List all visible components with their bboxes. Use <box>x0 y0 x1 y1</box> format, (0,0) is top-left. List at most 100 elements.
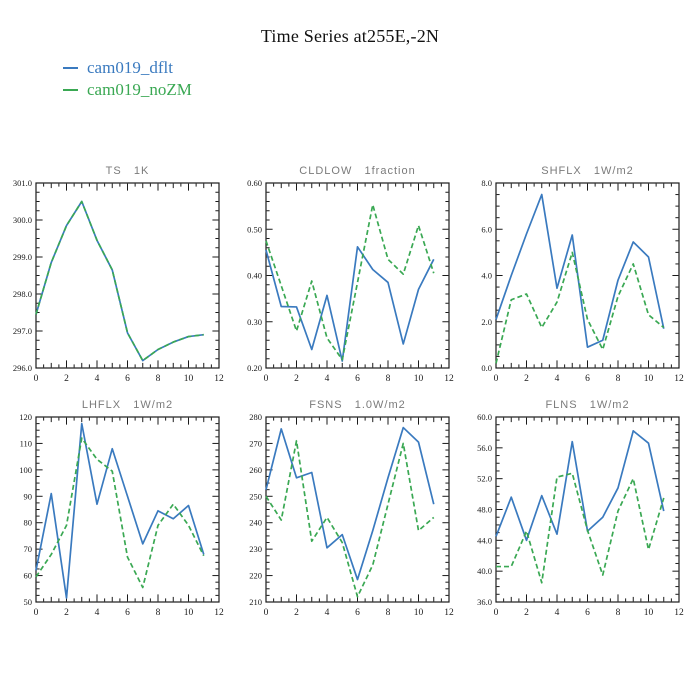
chart-flns: FLNS 1W/m2 0 2 4 6 8 10 12 36.0 40.0 44.0 48.0 52.0 5… <box>477 399 684 618</box>
svg-text:2: 2 <box>64 374 69 384</box>
series-cam019_noZM-line <box>265 439 435 598</box>
series-cam019_dflt-line <box>265 426 435 581</box>
plot-frame <box>35 416 220 603</box>
svg-text:4: 4 <box>95 374 100 384</box>
svg-text:8: 8 <box>156 374 161 384</box>
axis-ticks <box>495 416 680 603</box>
svg-text:48.0: 48.0 <box>477 505 492 515</box>
svg-text:8: 8 <box>156 608 161 618</box>
svg-text:12: 12 <box>444 374 454 384</box>
series-cam019_noZM-line <box>35 437 205 589</box>
series-cam019_dflt-line <box>495 430 665 542</box>
subplot-title: TS 1K <box>106 165 150 177</box>
svg-text:0.30: 0.30 <box>247 317 262 327</box>
plot-frame <box>265 416 450 603</box>
svg-text:6: 6 <box>585 374 590 384</box>
page-title: Time Series at255E,-2N <box>260 26 440 46</box>
svg-text:60: 60 <box>24 571 33 581</box>
chart-lhflx: LHFLX 1W/m2 0 2 4 6 8 10 12 50 60 70 80 90 100 110 120 <box>19 399 224 618</box>
svg-text:12: 12 <box>674 608 684 618</box>
svg-text:220: 220 <box>249 571 262 581</box>
svg-text:301.0: 301.0 <box>13 178 32 188</box>
svg-text:2.0: 2.0 <box>481 317 492 327</box>
axis-ticks <box>495 182 680 369</box>
chart-fsns: FSNS 1.0W/m2 0 2 4 6 8 10 12 210 220 230 240 250 260 2… <box>249 399 454 618</box>
svg-text:2: 2 <box>294 608 299 618</box>
svg-text:10: 10 <box>414 374 424 384</box>
plot-frame <box>495 416 680 603</box>
series-cam019_noZM-line <box>35 200 204 362</box>
series-cam019_dflt-line <box>495 193 665 349</box>
svg-text:36.0: 36.0 <box>477 597 492 607</box>
svg-text:52.0: 52.0 <box>477 474 492 484</box>
svg-text:297.0: 297.0 <box>13 326 32 336</box>
svg-text:0.20: 0.20 <box>247 363 262 373</box>
svg-text:8: 8 <box>386 608 391 618</box>
svg-text:100: 100 <box>19 465 32 475</box>
svg-text:6: 6 <box>355 374 360 384</box>
svg-text:12: 12 <box>214 374 224 384</box>
svg-text:4: 4 <box>555 374 560 384</box>
subplot-title: FLNS 1W/m2 <box>545 399 629 411</box>
axis-tick-labels: 0 2 4 6 8 10 12 36.0 40.0 44.0 48.0 52.0 56.0 60.0 <box>477 412 684 618</box>
svg-text:0.50: 0.50 <box>247 224 262 234</box>
svg-text:230: 230 <box>249 544 262 554</box>
svg-text:0.60: 0.60 <box>247 178 262 188</box>
svg-text:56.0: 56.0 <box>477 443 492 453</box>
series-cam019_noZM-line <box>265 203 435 361</box>
svg-text:12: 12 <box>674 374 684 384</box>
svg-text:250: 250 <box>249 491 262 501</box>
chart-shflx: SHFLX 1W/m2 0 2 4 6 8 10 12 0.0 2.0 4.0 6.0 8.0 <box>481 165 684 384</box>
svg-text:8: 8 <box>616 608 621 618</box>
svg-text:0: 0 <box>34 608 39 618</box>
plot-frame <box>265 182 450 369</box>
subplot-title: SHFLX 1W/m2 <box>541 165 633 177</box>
svg-text:0.0: 0.0 <box>481 363 492 373</box>
axis-tick-labels: 0 2 4 6 8 10 12 0.0 2.0 4.0 6.0 8.0 <box>481 178 684 384</box>
svg-text:110: 110 <box>20 438 32 448</box>
svg-text:90: 90 <box>24 491 33 501</box>
svg-text:0: 0 <box>494 608 499 618</box>
svg-text:60.0: 60.0 <box>477 412 492 422</box>
figure-legend: cam019_dflt cam019_noZM <box>63 57 192 101</box>
series-cam019_dflt-line <box>35 200 204 362</box>
svg-text:4: 4 <box>95 608 100 618</box>
svg-text:299.0: 299.0 <box>13 252 32 262</box>
svg-text:4: 4 <box>325 608 330 618</box>
legend-entry-noZM: cam019_noZM <box>63 79 192 101</box>
svg-text:0: 0 <box>264 374 269 384</box>
series-cam019_noZM-line <box>495 251 665 364</box>
svg-text:300.0: 300.0 <box>13 215 32 225</box>
svg-text:210: 210 <box>249 597 262 607</box>
svg-text:70: 70 <box>24 544 33 554</box>
svg-text:270: 270 <box>249 438 262 448</box>
axis-ticks <box>265 182 450 369</box>
svg-text:40.0: 40.0 <box>477 566 492 576</box>
axis-ticks <box>35 182 220 369</box>
svg-text:298.0: 298.0 <box>13 289 32 299</box>
legend-label-noZM: cam019_noZM <box>87 80 192 99</box>
series-cam019_dflt-line <box>265 245 435 362</box>
svg-text:296.0: 296.0 <box>13 363 32 373</box>
svg-text:240: 240 <box>249 518 262 528</box>
svg-text:0.40: 0.40 <box>247 271 262 281</box>
svg-text:0: 0 <box>34 374 39 384</box>
svg-text:6.0: 6.0 <box>481 224 492 234</box>
svg-text:260: 260 <box>249 465 262 475</box>
axis-tick-labels: 0 2 4 6 8 10 12 50 60 70 80 90 100 110 120 <box>19 412 224 618</box>
svg-text:4: 4 <box>325 374 330 384</box>
svg-text:8: 8 <box>616 374 621 384</box>
chart-cldlow: CLDLOW 1fraction 0 2 4 6 8 10 12 0.20 0.30 0.40 0.5… <box>247 165 454 384</box>
subplot-title: CLDLOW 1fraction <box>299 165 415 177</box>
svg-text:8.0: 8.0 <box>481 178 492 188</box>
dflt-line-sample-icon <box>63 67 78 69</box>
axis-ticks <box>35 416 220 603</box>
legend-entry-dflt: cam019_dflt <box>63 57 192 79</box>
series-cam019_dflt-line <box>35 422 205 599</box>
svg-text:80: 80 <box>24 518 33 528</box>
svg-text:6: 6 <box>355 608 360 618</box>
svg-text:0: 0 <box>494 374 499 384</box>
svg-text:44.0: 44.0 <box>477 535 492 545</box>
svg-text:50: 50 <box>24 597 33 607</box>
svg-text:2: 2 <box>64 608 69 618</box>
